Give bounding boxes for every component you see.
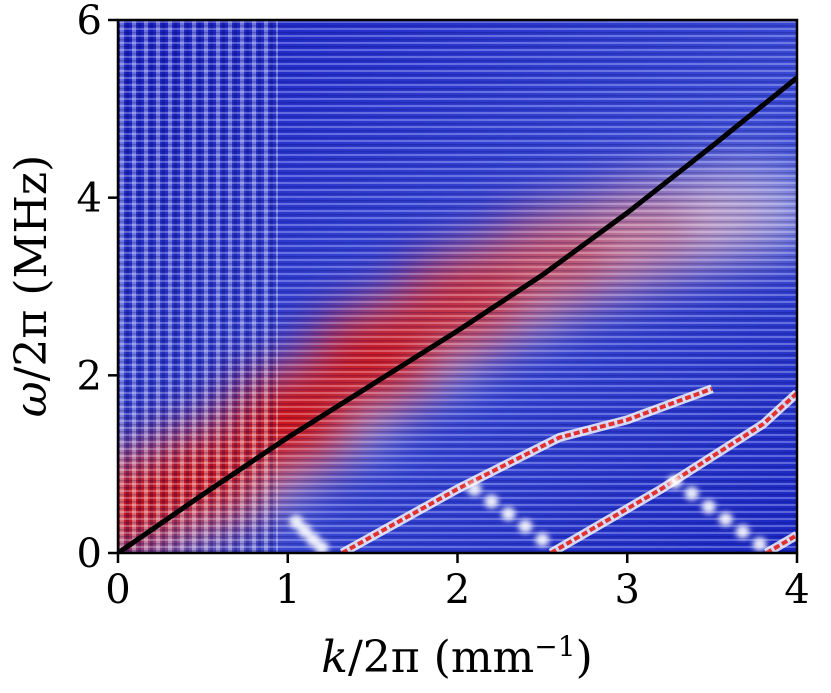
white-dot [467,482,482,497]
x-tick-label: 0 [105,567,130,613]
white-dot [297,523,312,538]
diagonal-stripe [765,533,797,553]
white-dot [701,499,716,514]
y-tick-label: 2 [77,353,102,399]
x-axis-ticks: 0 1 2 3 4 [105,553,810,613]
white-dot [752,537,767,552]
x-tick-label: 2 [445,567,470,613]
horizontal-stripes [118,20,797,553]
y-tick-label: 4 [77,176,102,222]
white-dot [518,519,533,534]
white-dot [501,506,516,521]
y-axis-ticks: 0 2 4 6 [77,0,118,577]
white-dot [735,524,750,539]
white-dot [314,540,329,553]
white-dot [535,532,550,547]
diagonal-stripe [549,391,797,553]
dispersion-curve [118,75,797,553]
dot-chain-layer [289,474,767,553]
x-tick-label: 1 [275,567,300,613]
x-tick-label: 4 [784,567,809,613]
x-tick-label: 3 [615,567,640,613]
heatmap-plot-area [118,20,797,553]
x-axis-label: k/2π (mm−1) [321,630,592,683]
diagonal-stripe [341,386,713,553]
y-tick-label: 6 [77,0,102,44]
diagonal-stripe-layer [339,384,797,553]
white-dot [684,486,699,501]
y-tick-label: 0 [77,531,102,577]
white-dot [484,494,499,509]
white-dot [289,514,304,529]
white-dot [667,474,682,489]
y-axis-label: ω/2π (MHz) [6,155,57,418]
white-dot [718,512,733,527]
